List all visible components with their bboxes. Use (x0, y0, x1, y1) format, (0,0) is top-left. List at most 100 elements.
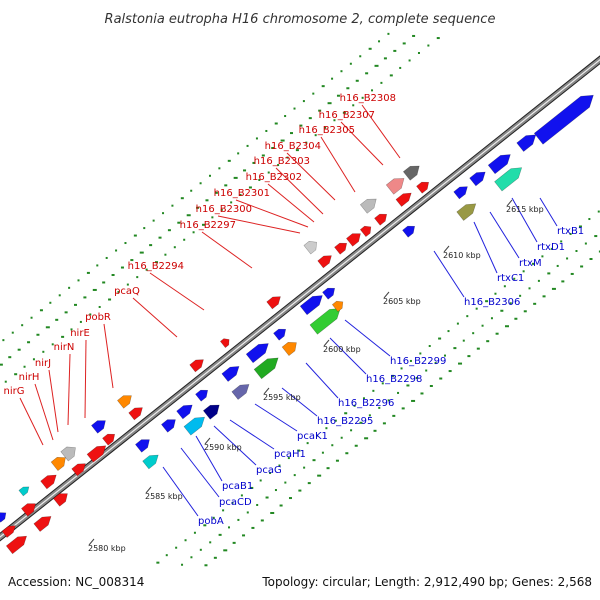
gene-label: nirJ (35, 358, 51, 369)
gene-label: h16_B2306 (464, 297, 520, 308)
gc-dot (447, 330, 450, 333)
scale-tick-mark (323, 339, 330, 347)
gc-dot (126, 283, 129, 286)
gc-dot (175, 546, 178, 549)
leader-line (149, 272, 205, 311)
gene-arrow (516, 134, 537, 152)
gc-dot (184, 539, 187, 542)
gc-dot (190, 189, 193, 192)
gc-dot (537, 279, 540, 282)
gc-dot (92, 288, 97, 291)
gc-dot (224, 184, 228, 187)
leader-line (344, 319, 391, 357)
gene-arrow (1, 525, 16, 538)
gc-dot (462, 339, 465, 342)
gc-dot (368, 47, 372, 50)
gc-dot (237, 152, 240, 155)
scale-tick-label: 2615 kbp (506, 205, 544, 214)
gc-dot (335, 459, 339, 462)
gc-dot (220, 208, 223, 211)
gc-dot (346, 87, 350, 90)
gc-dot (269, 472, 272, 475)
gc-dot (83, 296, 87, 299)
gc-dot (211, 216, 214, 219)
gc-dot (317, 474, 322, 477)
gc-dot (45, 326, 50, 329)
gene-arrow (494, 167, 523, 192)
gene-label: h16_B2298 (366, 374, 422, 385)
gc-dot (42, 350, 45, 353)
gc-dot (321, 85, 325, 88)
gc-dot (362, 397, 365, 400)
gc-dot (453, 347, 457, 350)
gc-dot (290, 132, 294, 135)
gc-dot (111, 274, 115, 277)
gc-dot (30, 316, 33, 319)
gc-dot (265, 496, 269, 499)
gc-content-dots (0, 32, 600, 567)
gc-dot (428, 345, 431, 348)
leader-line (162, 466, 199, 517)
gc-dot (380, 81, 383, 84)
gc-dot (299, 124, 303, 127)
gc-dot (287, 457, 290, 460)
gc-dot (378, 406, 381, 409)
gc-dot (476, 347, 480, 350)
gc-dot (352, 104, 355, 107)
gc-dot (490, 317, 493, 320)
gc-dot (284, 481, 287, 484)
gc-dot (336, 94, 340, 97)
gc-dot (243, 169, 247, 172)
gene-label: h16_B2300 (196, 204, 252, 215)
gene-arrow (416, 181, 430, 194)
scale-tick-label: 2580 kbp (88, 544, 126, 553)
gc-dot (105, 256, 108, 259)
gc-dot (354, 444, 358, 447)
gene-label: h16_B2303 (254, 156, 310, 167)
gc-dot (186, 214, 191, 217)
leader-line (511, 197, 538, 243)
gc-dot (417, 51, 420, 54)
gc-dot (284, 115, 287, 118)
gc-dot (321, 451, 324, 454)
gc-dot (566, 257, 569, 260)
gene-arrow (533, 94, 594, 145)
gc-dot (485, 300, 489, 303)
leader-line (340, 121, 384, 166)
leader-line (539, 197, 558, 227)
gc-dot (325, 427, 328, 430)
gc-dot (74, 303, 78, 306)
gc-dot (378, 40, 381, 43)
gene-label: nirE (70, 328, 90, 339)
gene-arrow (60, 446, 76, 462)
gc-dot (230, 201, 233, 204)
gc-dot (486, 340, 490, 343)
gc-dot (293, 107, 296, 110)
gc-dot (523, 310, 527, 313)
gene-arrow (135, 439, 150, 453)
leader-line (84, 339, 87, 419)
gc-dot (307, 482, 311, 485)
gc-dot (165, 554, 168, 557)
gc-dot (340, 70, 343, 73)
gc-dot (164, 253, 167, 256)
gene-arrow (453, 186, 468, 200)
gc-dot (162, 212, 165, 215)
gene-arrow (5, 535, 27, 555)
gene-arrow (385, 178, 405, 195)
gc-dot (514, 317, 518, 320)
gene-features (0, 94, 594, 555)
gc-dot (270, 511, 275, 514)
gc-dot (374, 64, 379, 67)
gc-dot (327, 102, 332, 105)
gc-dot (271, 147, 275, 150)
gc-dot (36, 333, 40, 336)
gc-dot (509, 302, 512, 305)
gene-arrow (40, 474, 57, 490)
gc-dot (55, 318, 59, 321)
gc-dot (256, 503, 259, 506)
gc-dot (158, 236, 162, 239)
gene-arrow (245, 343, 269, 364)
gene-arrow (303, 241, 317, 255)
